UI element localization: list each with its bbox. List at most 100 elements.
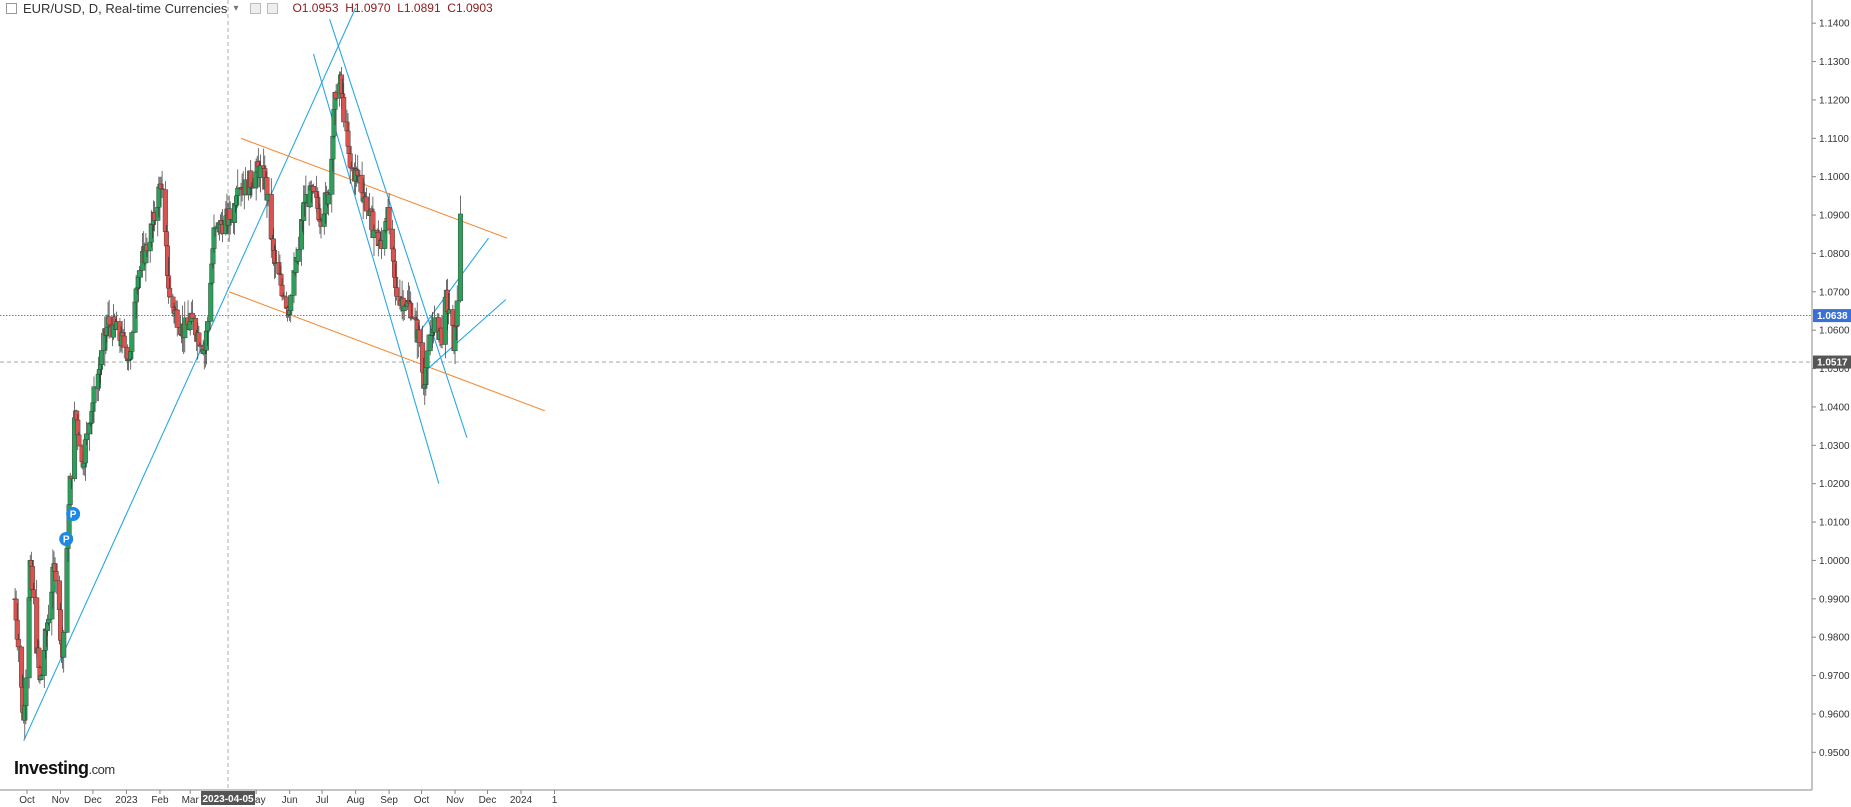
candle (83, 421, 89, 445)
candle (38, 673, 44, 681)
chart-overlays: 1.0638 1.0517 2023-04-05 P P (59, 309, 1851, 805)
x-tick-label: Feb (151, 795, 169, 806)
candle (250, 177, 256, 189)
x-tick-label: Oct (19, 795, 35, 806)
svg-text:1.0517: 1.0517 (1817, 358, 1848, 369)
close-icon[interactable] (267, 2, 279, 14)
svg-text:P: P (70, 510, 77, 521)
y-tick-label: 1.0200 (1819, 479, 1850, 490)
candle (280, 292, 286, 300)
x-tick-label: Sep (380, 795, 398, 806)
close-value: C1.0903 (447, 1, 493, 15)
current-price-tag: 1.0638 (1813, 309, 1851, 323)
candle (174, 300, 180, 337)
chevron-down-icon[interactable]: ▾ (233, 2, 239, 14)
candle (427, 319, 433, 356)
y-tick-label: 1.0100 (1819, 518, 1850, 529)
open-value: O1.0953 (292, 1, 339, 15)
y-tick-label: 1.1400 (1819, 19, 1850, 30)
candle (394, 277, 400, 301)
candle (23, 669, 29, 725)
candle (257, 154, 263, 193)
y-tick-label: 1.0300 (1819, 441, 1850, 452)
x-tick-label: Nov (446, 795, 464, 806)
settings-icon[interactable] (250, 2, 262, 14)
candle (341, 83, 347, 128)
candle (61, 630, 67, 673)
y-tick-label: 1.0000 (1819, 556, 1850, 567)
high-value: H1.0970 (345, 1, 391, 15)
candle (408, 291, 414, 321)
candle (276, 251, 282, 275)
candle (91, 376, 97, 411)
y-tick-label: 1.1200 (1819, 95, 1850, 106)
x-tick-label: 2024 (510, 795, 533, 806)
y-tick-label: 0.9600 (1819, 709, 1850, 720)
y-tick-label: 1.0800 (1819, 249, 1850, 260)
trendline-4[interactable] (414, 237, 490, 339)
y-tick-label: 1.1000 (1819, 172, 1850, 183)
y-tick-label: 1.0400 (1819, 402, 1850, 413)
candle (307, 180, 313, 208)
crosshair-price-tag: 1.0517 (1813, 355, 1851, 369)
chart-header: EUR/USD, D, Real-time Currencies ▾ O1.09… (6, 0, 493, 16)
candle (82, 433, 88, 481)
trendline-1[interactable] (23, 7, 357, 742)
candle (37, 665, 43, 685)
candle (204, 316, 210, 347)
x-tick-label: May (247, 795, 266, 806)
candle (99, 332, 105, 376)
investing-logo: Investing.com (14, 758, 115, 778)
candle (400, 290, 406, 322)
collapse-icon[interactable] (6, 2, 17, 14)
candle (167, 277, 173, 298)
candle (457, 195, 463, 303)
trendline-3[interactable] (329, 19, 468, 438)
candle (348, 161, 354, 172)
candle (143, 233, 149, 282)
candle (375, 220, 381, 257)
chart-grid (0, 0, 1812, 790)
y-tick-label: 0.9900 (1819, 594, 1850, 605)
candle (129, 330, 135, 360)
candle (406, 282, 412, 304)
x-tick-label: Jun (282, 795, 298, 806)
candle (424, 334, 430, 385)
candle (76, 431, 82, 447)
candle (255, 148, 261, 167)
candle (26, 589, 32, 689)
candle (211, 214, 217, 253)
y-tick-label: 1.0700 (1819, 287, 1850, 298)
y-tick-label: 0.9500 (1819, 748, 1850, 759)
candle (121, 318, 127, 359)
trendline-5[interactable] (423, 299, 507, 373)
x-tick-label: Dec (479, 795, 497, 806)
y-tick-label: 1.1300 (1819, 57, 1850, 68)
candle (46, 604, 52, 626)
candle (182, 301, 188, 353)
candle (227, 201, 233, 235)
x-tick-label: Jul (316, 795, 329, 806)
event-marker[interactable]: P (59, 532, 74, 546)
x-tick-label: 1 (552, 795, 558, 806)
candle (454, 285, 460, 341)
svg-text:1.0638: 1.0638 (1817, 311, 1848, 322)
candle (288, 293, 294, 323)
trendline-7[interactable] (228, 291, 545, 412)
candle (235, 169, 241, 208)
candle (331, 105, 337, 139)
y-tick-label: 0.9700 (1819, 671, 1850, 682)
candle (136, 266, 142, 290)
symbol-title[interactable]: EUR/USD, D, Real-time Currencies (23, 0, 228, 16)
candle (197, 342, 203, 353)
x-tick-label: 2023 (115, 795, 138, 806)
crosshair-date-tag: 2023-04-05 (201, 791, 256, 805)
candle (53, 563, 59, 594)
x-tick-label: Oct (414, 795, 430, 806)
candle (345, 113, 351, 150)
x-tick-label: Aug (347, 795, 365, 806)
y-tick-label: 1.0500 (1819, 364, 1850, 375)
event-marker[interactable]: P (66, 507, 81, 521)
